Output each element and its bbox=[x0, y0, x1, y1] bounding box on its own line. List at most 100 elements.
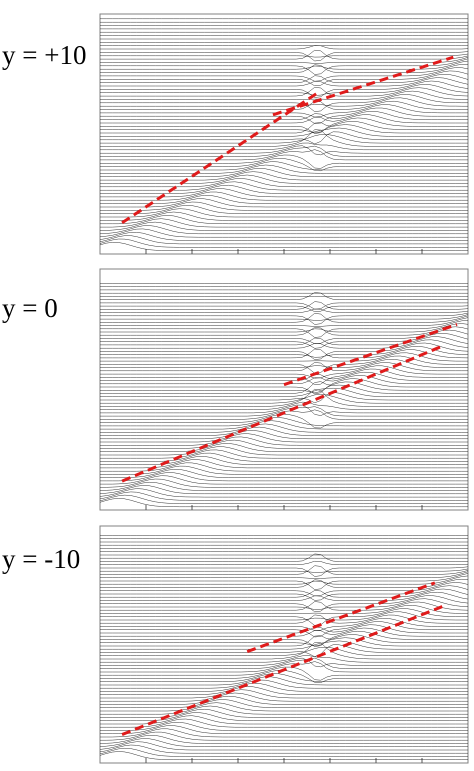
trace-line bbox=[100, 573, 469, 590]
trace-line bbox=[100, 121, 468, 134]
trace-line bbox=[100, 682, 468, 692]
trace-line bbox=[100, 630, 468, 647]
trace-line bbox=[100, 404, 468, 416]
trace-line bbox=[100, 178, 468, 188]
trace-line bbox=[100, 655, 468, 663]
trace-line bbox=[100, 122, 468, 134]
trace-line bbox=[100, 129, 468, 147]
trace-line bbox=[100, 679, 468, 689]
trace-line bbox=[100, 131, 468, 145]
trace-line bbox=[100, 302, 468, 310]
trace-line bbox=[100, 582, 469, 597]
trace-line bbox=[100, 221, 468, 231]
trace-line bbox=[100, 365, 468, 379]
trace-line bbox=[100, 320, 469, 338]
trace-line bbox=[100, 215, 468, 225]
trace-line bbox=[100, 348, 469, 359]
trace-line bbox=[100, 635, 468, 647]
trace-line bbox=[100, 198, 468, 208]
panel-label-top: y = +10 bbox=[2, 40, 87, 70]
trace-line bbox=[100, 90, 469, 100]
trace-line bbox=[100, 465, 468, 475]
trace-line bbox=[100, 426, 468, 436]
trace-line bbox=[100, 452, 468, 462]
trace-line bbox=[99, 238, 468, 248]
trace-line bbox=[100, 326, 469, 336]
trace-line bbox=[100, 446, 468, 456]
trace-line bbox=[100, 314, 469, 321]
trace-line bbox=[100, 381, 468, 394]
trace-line bbox=[100, 195, 468, 204]
trace-line bbox=[100, 401, 468, 410]
trace-line bbox=[100, 346, 469, 358]
panel-label-bottom: y = -10 bbox=[2, 544, 81, 574]
trace-line bbox=[100, 67, 469, 82]
trace-line bbox=[100, 388, 468, 407]
trace-line bbox=[100, 45, 469, 50]
trace-line bbox=[100, 134, 468, 144]
trace-line bbox=[100, 430, 468, 440]
trace-line bbox=[100, 621, 468, 638]
guide-line-1 bbox=[121, 605, 443, 736]
trace-line bbox=[100, 142, 468, 151]
trace-line bbox=[100, 642, 468, 660]
panel-label-middle: y = 0 bbox=[2, 293, 58, 323]
trace-line bbox=[99, 228, 468, 238]
trace-line bbox=[100, 74, 469, 83]
trace-line bbox=[99, 744, 468, 754]
trace-line bbox=[99, 235, 468, 245]
guide-line-1 bbox=[121, 344, 443, 483]
trace-line bbox=[100, 362, 468, 372]
trace-line bbox=[99, 481, 468, 491]
trace-line bbox=[100, 77, 469, 87]
trace-line bbox=[100, 601, 469, 611]
trace-line bbox=[100, 371, 468, 381]
trace-line bbox=[99, 738, 468, 747]
trace-line bbox=[100, 718, 468, 728]
trace-line bbox=[100, 191, 468, 201]
trace-line bbox=[100, 449, 468, 459]
trace-line bbox=[100, 184, 468, 194]
guide-line-1 bbox=[121, 91, 318, 225]
trace-line bbox=[100, 627, 468, 637]
trace-line bbox=[100, 154, 468, 169]
trace-line bbox=[100, 127, 468, 137]
trace-line bbox=[100, 51, 469, 62]
trace-line bbox=[100, 722, 468, 731]
trace-line bbox=[100, 301, 469, 310]
trace-line bbox=[100, 478, 468, 488]
trace-line bbox=[100, 352, 468, 362]
trace-line bbox=[100, 342, 469, 360]
trace-line bbox=[100, 368, 468, 385]
trace-line bbox=[100, 323, 469, 333]
trace-line bbox=[100, 211, 468, 221]
trace-line bbox=[100, 104, 468, 118]
waterfall-plot-bottom bbox=[99, 525, 469, 764]
trace-line bbox=[100, 308, 469, 313]
trace-line bbox=[100, 100, 468, 110]
trace-line bbox=[100, 731, 468, 741]
trace-line bbox=[100, 459, 468, 469]
trace-line bbox=[99, 498, 468, 508]
trace-line bbox=[99, 747, 468, 757]
trace-line bbox=[100, 673, 468, 682]
trace-line bbox=[100, 676, 468, 686]
trace-line bbox=[100, 58, 469, 75]
trace-line bbox=[99, 485, 468, 495]
trace-line bbox=[100, 94, 468, 112]
waterfall-plot-top bbox=[99, 13, 469, 255]
trace-line bbox=[100, 57, 469, 64]
trace-line bbox=[100, 634, 468, 647]
trace-line bbox=[100, 439, 468, 449]
trace-line bbox=[99, 491, 468, 501]
trace-line bbox=[100, 469, 468, 478]
trace-group bbox=[99, 283, 469, 508]
trace-line bbox=[100, 657, 468, 669]
trace-line bbox=[100, 158, 468, 172]
trace-line bbox=[99, 494, 468, 504]
trace-line bbox=[100, 565, 469, 575]
trace-line bbox=[100, 728, 468, 738]
trace-line bbox=[100, 475, 468, 485]
trace-line bbox=[100, 313, 469, 323]
trace-line bbox=[100, 689, 468, 699]
